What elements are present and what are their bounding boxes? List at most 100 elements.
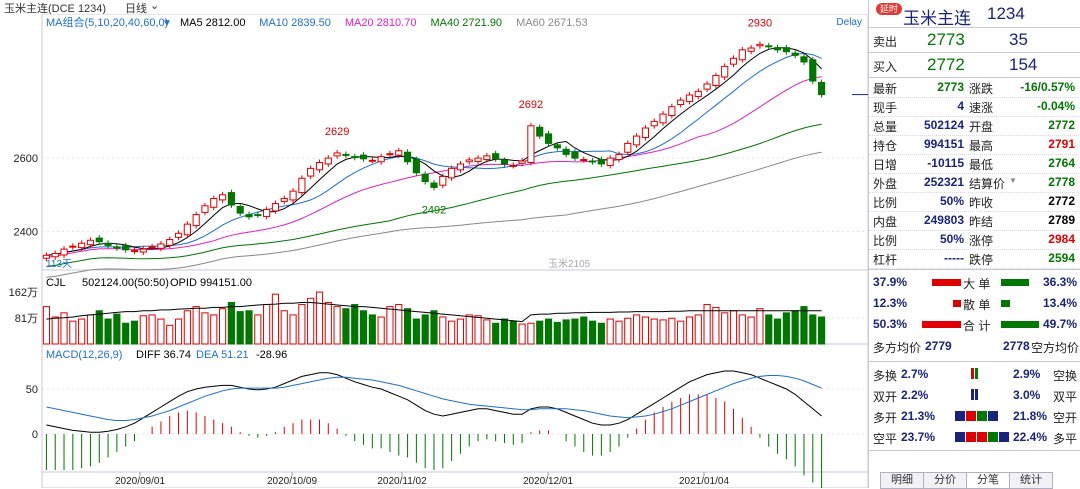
volume-bar <box>157 318 165 345</box>
candle-body <box>324 157 332 165</box>
volume-bar <box>315 291 324 345</box>
short-avg-value: 2778 <box>1003 339 1030 353</box>
volume-bar <box>122 322 130 345</box>
candle-body <box>51 252 59 258</box>
volume-bar <box>219 308 227 345</box>
candle-body <box>474 157 482 162</box>
quote-label: 涨跌 <box>969 82 994 96</box>
position-label: 多平 <box>1052 432 1077 446</box>
quote-label: 开盘 <box>969 120 994 134</box>
quote-value: 2772 <box>1048 194 1075 208</box>
candle-body <box>42 254 50 259</box>
candle-body <box>703 83 711 90</box>
price-annotation: 2930 <box>748 17 772 29</box>
sell-label: 卖出 <box>873 35 898 49</box>
chevron-down-icon[interactable]: ⌄ <box>150 0 160 12</box>
quote-value: 50% <box>939 194 964 208</box>
candle-body <box>210 197 218 208</box>
volume-bar <box>544 318 553 345</box>
x-tick-label: 2020/09/01 <box>115 476 165 487</box>
kline-chart[interactable]: 2600 2400 MA组合(5,10,20,40,60,0)▼ MA5 2812.0… <box>0 14 868 488</box>
quote-value: 2791 <box>1048 137 1075 151</box>
candle-body <box>412 159 420 174</box>
quote-label: 现手 <box>873 101 898 115</box>
candle-body <box>86 239 95 246</box>
candle-body <box>271 203 280 212</box>
period-label[interactable]: 日线 <box>125 3 147 15</box>
volume-bar <box>483 319 491 345</box>
quote-panel: 延时 玉米主连 1234 卖出 2773 35 买入 2772 154 最新 27… <box>868 0 1080 488</box>
quote-value: -10115 <box>927 156 964 170</box>
volume-bar <box>685 316 694 345</box>
volume-bar <box>738 314 746 345</box>
volume-bar <box>166 324 174 345</box>
candle-body <box>650 120 658 127</box>
volume-bar <box>465 314 473 345</box>
volume-bar <box>192 306 200 345</box>
quote-label: 总量 <box>873 120 898 134</box>
candle-body <box>368 159 376 162</box>
macd-label: MACD(12,26,9) <box>46 349 122 361</box>
quote-label: 最高 <box>969 139 994 153</box>
volume-bar <box>412 318 420 345</box>
candle-body <box>588 160 597 163</box>
quote-row: 杠杆 ----- 跌停 2594 <box>869 249 1080 269</box>
quote-row: 持仓 994151 最高 2791 <box>869 135 1080 155</box>
candle-body <box>773 47 782 51</box>
position-row: 多换 2.7% 2.9% 空换 <box>869 364 1080 384</box>
position-mini-bar <box>971 389 974 400</box>
position-row: 多开 21.3% 21.8% 空开 <box>869 406 1080 426</box>
volume-bar <box>527 322 535 345</box>
candle-body <box>113 246 121 249</box>
avg-price-row: 多方均价 2779 2778 空方均价 <box>869 337 1080 357</box>
candle-body <box>747 47 755 52</box>
y-tick-label: 2600 <box>14 153 38 165</box>
buy-label: 买入 <box>873 60 898 74</box>
x-tick-label: 2020/11/02 <box>377 476 427 487</box>
volume-bar <box>263 304 271 345</box>
macd-tick-label: 50 <box>26 384 38 396</box>
candle-body <box>729 57 738 65</box>
quote-label: 速涨 <box>969 101 994 115</box>
candle-body <box>386 153 394 156</box>
price-annotation: 2629 <box>325 126 349 138</box>
flow-right-bar <box>1001 279 1029 286</box>
quote-label: 内盘 <box>873 215 898 229</box>
candle-body <box>544 133 553 144</box>
volume-bar <box>500 318 509 345</box>
watermark: 玉米2105 <box>548 257 591 270</box>
candle-body <box>104 242 112 246</box>
range-label: 113天 <box>46 259 72 270</box>
candle-body <box>721 65 729 78</box>
candle-body <box>791 52 799 56</box>
candle-body <box>298 177 306 194</box>
volume-bar <box>377 316 385 345</box>
quote-row: 总量 502124 开盘 2772 <box>869 116 1080 136</box>
volume-bar <box>721 312 729 345</box>
candle-body <box>395 150 403 156</box>
quote-label: 最低 <box>969 158 994 172</box>
tab-detail[interactable]: 明细 <box>880 472 924 489</box>
volume-bar <box>245 310 253 345</box>
candle-body <box>685 94 694 103</box>
tab-price-dist[interactable]: 分价 <box>923 472 967 489</box>
macd-diff: DIFF 36.74 <box>136 349 191 361</box>
chart-area[interactable]: 2600 2400 MA组合(5,10,20,40,60,0) ▼ MA5 2812.0… <box>0 14 868 488</box>
x-tick-label: 2021/01/04 <box>679 476 729 487</box>
candle-body <box>500 159 509 165</box>
volume-bar <box>615 320 623 345</box>
tab-stats[interactable]: 统计 <box>1009 472 1053 489</box>
position-segment <box>966 432 976 442</box>
flow-label: 散 单 <box>963 298 991 312</box>
volume-bar <box>474 315 482 345</box>
volume-bar <box>386 306 394 345</box>
quote-label: 跌停 <box>969 253 994 267</box>
tab-ticks[interactable]: 分笔 <box>966 472 1010 489</box>
volume-bar <box>60 312 68 345</box>
quote-row: 现手 4 速涨 -0.04% <box>869 97 1080 117</box>
candle-body <box>562 148 570 155</box>
position-row: 双开 2.2% 3.0% 双平 <box>869 385 1080 405</box>
candle-body <box>315 161 324 171</box>
candle-body <box>527 125 535 163</box>
quote-label: 比例 <box>873 234 898 248</box>
